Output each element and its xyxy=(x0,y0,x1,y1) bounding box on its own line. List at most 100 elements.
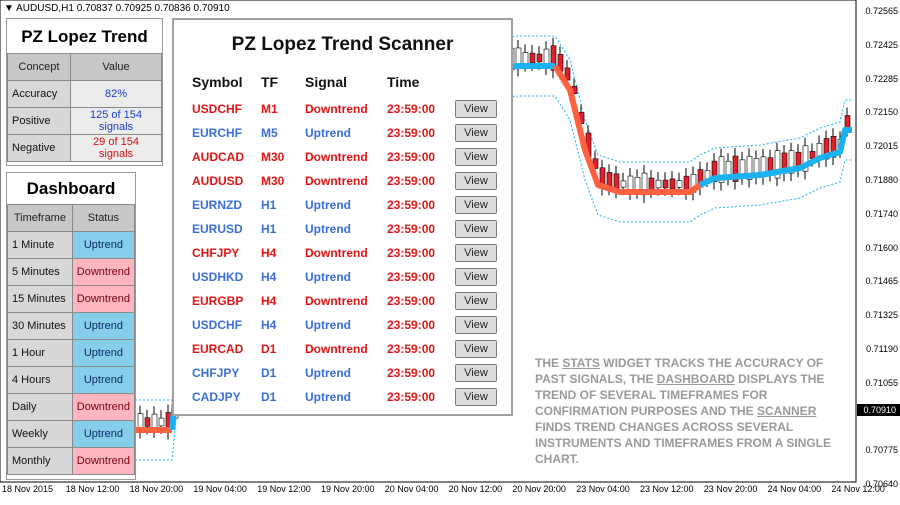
dashboard-status: Downtrend xyxy=(71,285,136,313)
scanner-symbol: USDHKD xyxy=(192,270,244,284)
view-button[interactable]: View xyxy=(455,364,497,382)
price-tick-label: 0.70775 xyxy=(865,445,898,456)
view-button[interactable]: View xyxy=(455,220,497,238)
dashboard-timeframe: 5 Minutes xyxy=(7,258,73,286)
stats-concept-positive: Positive xyxy=(7,107,71,135)
dashboard-title: Dashboard xyxy=(26,179,116,198)
scanner-tf: H4 xyxy=(261,246,277,260)
time-tick-label: 20 Nov 04:00 xyxy=(384,484,439,494)
symbol-label-text: AUDUSD,H1 0.70837 0.70925 0.70836 0.7091… xyxy=(16,3,230,14)
note-dashboard-word: DASHBOARD xyxy=(656,372,735,386)
candle-body xyxy=(662,179,669,189)
candle-body xyxy=(669,178,676,190)
note-part-4: FINDS TREND CHANGES ACROSS SEVERAL INSTR… xyxy=(535,420,831,466)
candle-body xyxy=(718,156,725,184)
dashboard-row: 5 Minutes Downtrend xyxy=(7,258,136,286)
view-button[interactable]: View xyxy=(455,292,497,310)
scanner-tf: D1 xyxy=(261,390,277,404)
candle-body xyxy=(809,151,816,159)
symbol-label: ▼ AUDUSD,H1 0.70837 0.70925 0.70836 0.70… xyxy=(4,3,230,14)
scanner-row: USDCHF H4 Uptrend 23:59:00 View xyxy=(174,313,511,337)
time-tick-label: 19 Nov 12:00 xyxy=(257,484,311,494)
note-part-3: DISPLAYS THE TREND OF SEVERAL TIMEFRAMES… xyxy=(535,372,825,418)
scanner-symbol: CHFJPY xyxy=(192,366,240,380)
dashboard-row: 15 Minutes Downtrend xyxy=(7,285,136,313)
dashboard-rows: 1 Minute Uptrend 5 Minutes Downtrend 15 Minu… xyxy=(7,231,136,475)
time-tick-label: 20 Nov 20:00 xyxy=(512,484,566,494)
scanner-time: 23:59:00 xyxy=(387,390,436,404)
view-button[interactable]: View xyxy=(455,100,497,118)
view-button[interactable]: View xyxy=(455,268,497,286)
candle-body xyxy=(676,180,683,188)
scanner-signal: Downtrend xyxy=(305,294,368,308)
price-tick-label: 0.72425 xyxy=(865,39,898,50)
dashboard-status: Uptrend xyxy=(71,366,136,394)
dashboard-row: 1 Hour Uptrend xyxy=(7,339,136,367)
candle-body xyxy=(529,52,536,64)
dashboard-status: Downtrend xyxy=(71,393,136,421)
scanner-row: USDCHF M1 Downtrend 23:59:00 View xyxy=(174,97,511,121)
scanner-symbol: USDCHF xyxy=(192,102,242,116)
scanner-signal: Uptrend xyxy=(305,318,351,332)
dashboard-timeframe: 30 Minutes xyxy=(7,312,73,340)
dashboard-status: Uptrend xyxy=(71,339,136,367)
candle-body xyxy=(830,135,837,158)
scanner-tf: M30 xyxy=(261,150,285,164)
scanner-symbol: AUDCAD xyxy=(192,150,244,164)
stats-value-accuracy: 82% xyxy=(70,80,162,108)
stats-widget: PZ Lopez Trend Concept Value Accuracy 82… xyxy=(6,18,163,166)
view-button[interactable]: View xyxy=(455,148,497,166)
candle-body xyxy=(655,179,662,189)
candle-body xyxy=(844,115,851,129)
channel-layer xyxy=(135,35,852,461)
view-button[interactable]: View xyxy=(455,196,497,214)
scanner-tf: H1 xyxy=(261,198,277,212)
candle-body xyxy=(564,67,571,81)
scanner-header-tf: TF xyxy=(261,74,279,90)
view-button[interactable]: View xyxy=(455,340,497,358)
current-price-label: 0.70910 xyxy=(863,405,896,415)
view-button[interactable]: View xyxy=(455,172,497,190)
note-part-2: WIDGET TRACKS THE ACCURACY OF PAST SIGNA… xyxy=(535,356,824,386)
lower-channel-line xyxy=(135,95,852,461)
dashboard-status: Uptrend xyxy=(71,231,136,259)
view-button[interactable]: View xyxy=(455,124,497,142)
time-tick-label: 19 Nov 04:00 xyxy=(193,484,247,494)
time-tick-label: 20 Nov 12:00 xyxy=(448,484,503,494)
view-button[interactable]: View xyxy=(455,388,497,406)
time-tick-label: 24 Nov 04:00 xyxy=(767,484,822,494)
scanner-title: PZ Lopez Trend Scanner xyxy=(231,34,454,55)
dashboard-header-timeframe: Timeframe xyxy=(7,204,73,232)
dashboard-table: Timeframe Status 1 Minute Uptrend 5 Minute… xyxy=(7,204,136,475)
candle-body xyxy=(158,417,165,427)
scanner-tf: H4 xyxy=(261,270,277,284)
symbol-arrow-icon: ▼ xyxy=(4,3,14,14)
time-tick-label: 18 Nov 12:00 xyxy=(65,484,120,494)
scanner-row: EURCHF M5 Uptrend 23:59:00 View xyxy=(174,121,511,145)
dashboard-timeframe: 1 Minute xyxy=(7,231,73,259)
downtrend-line xyxy=(552,64,702,195)
scanner-time: 23:59:00 xyxy=(387,246,436,260)
view-button[interactable]: View xyxy=(455,244,497,262)
scanner-tf: D1 xyxy=(261,342,277,356)
upper-channel-line xyxy=(135,35,852,401)
note-stats-word: STATS xyxy=(562,356,600,370)
dashboard-status: Uptrend xyxy=(71,312,136,340)
scanner-header-time: Time xyxy=(387,74,420,90)
price-tick-label: 0.72285 xyxy=(865,73,898,84)
scanner-symbol: CHFJPY xyxy=(192,246,240,260)
time-tick-label: 19 Nov 20:00 xyxy=(321,484,375,494)
scanner-row: CHFJPY D1 Uptrend 23:59:00 View xyxy=(174,361,511,385)
scanner-symbol: EURCHF xyxy=(192,126,242,140)
scanner-symbol: EURNZD xyxy=(192,198,242,212)
scanner-row: USDHKD H4 Uptrend 23:59:00 View xyxy=(174,265,511,289)
view-button[interactable]: View xyxy=(455,316,497,334)
scanner-header-signal: Signal xyxy=(305,74,348,90)
dashboard-row: Monthly Downtrend xyxy=(7,447,136,475)
candle-body xyxy=(711,160,718,182)
dashboard-status: Downtrend xyxy=(71,447,136,475)
stats-concept-negative: Negative xyxy=(7,134,71,162)
scanner-row: EURGBP H4 Downtrend 23:59:00 View xyxy=(174,289,511,313)
scanner-time: 23:59:00 xyxy=(387,222,436,236)
scanner-time: 23:59:00 xyxy=(387,150,436,164)
